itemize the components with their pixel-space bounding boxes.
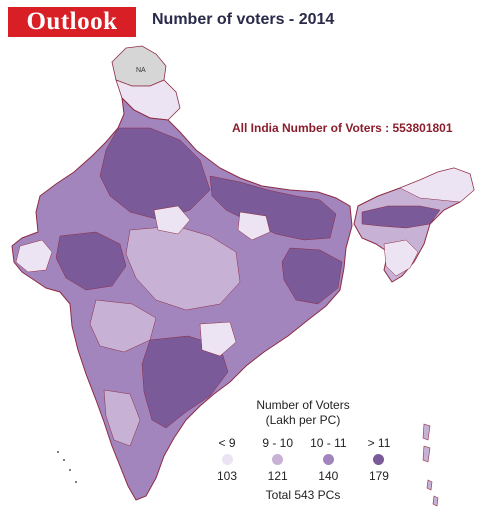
legend: Number of Voters (Lakh per PC) < 9 103 9… [198, 398, 408, 502]
legend-swatch [221, 454, 233, 465]
legend-item-above-11: > 11 179 [354, 436, 404, 484]
legend-count: 121 [267, 469, 288, 483]
legend-count: 179 [368, 469, 389, 483]
region-northeast-assam [361, 205, 441, 229]
legend-range: 9 - 10 [262, 436, 293, 450]
legend-range: > 11 [367, 436, 391, 450]
region-mid-central [125, 225, 241, 311]
legend-swatch [322, 454, 334, 465]
legend-swatch [373, 454, 385, 465]
region-light-rajasthan [15, 239, 53, 273]
outlook-logo: Outlook [8, 7, 136, 37]
legend-count: 140 [318, 469, 339, 483]
legend-range: < 9 [218, 436, 236, 450]
legend-item-below-9: < 9 103 [202, 436, 252, 484]
legend-item-10-11: 10 - 11 140 [303, 436, 353, 484]
region-light-east [237, 211, 271, 241]
region-northeast-south [383, 239, 419, 277]
map-title: Number of voters - 2014 [152, 11, 335, 28]
region-light-north [153, 205, 191, 235]
legend-title-line1: Number of Voters [256, 398, 350, 412]
region-high-east [281, 247, 343, 305]
legend-row: < 9 103 9 - 10 121 10 - 11 140 > 11 179 [198, 436, 408, 484]
lakshadweep-islands [57, 451, 77, 483]
legend-range: 10 - 11 [310, 436, 347, 450]
all-india-voters-label: All India Number of Voters : 553801801 [232, 121, 453, 135]
na-region [111, 45, 167, 87]
legend-item-9-10: 9 - 10 121 [253, 436, 303, 484]
region-high-west [55, 231, 127, 291]
legend-count: 103 [216, 469, 238, 483]
region-mid-deccan [89, 299, 157, 353]
region-light-center [199, 321, 237, 357]
na-label: NA [136, 67, 146, 74]
region-northeast-arunachal [399, 167, 475, 203]
region-mid-southwest [103, 389, 141, 447]
andaman-islands [422, 423, 439, 507]
legend-swatch [272, 454, 284, 465]
legend-title-line2: (Lakh per PC) [265, 413, 341, 427]
region-high-gangetic [209, 175, 337, 241]
legend-total: Total 543 PCs [265, 488, 341, 502]
